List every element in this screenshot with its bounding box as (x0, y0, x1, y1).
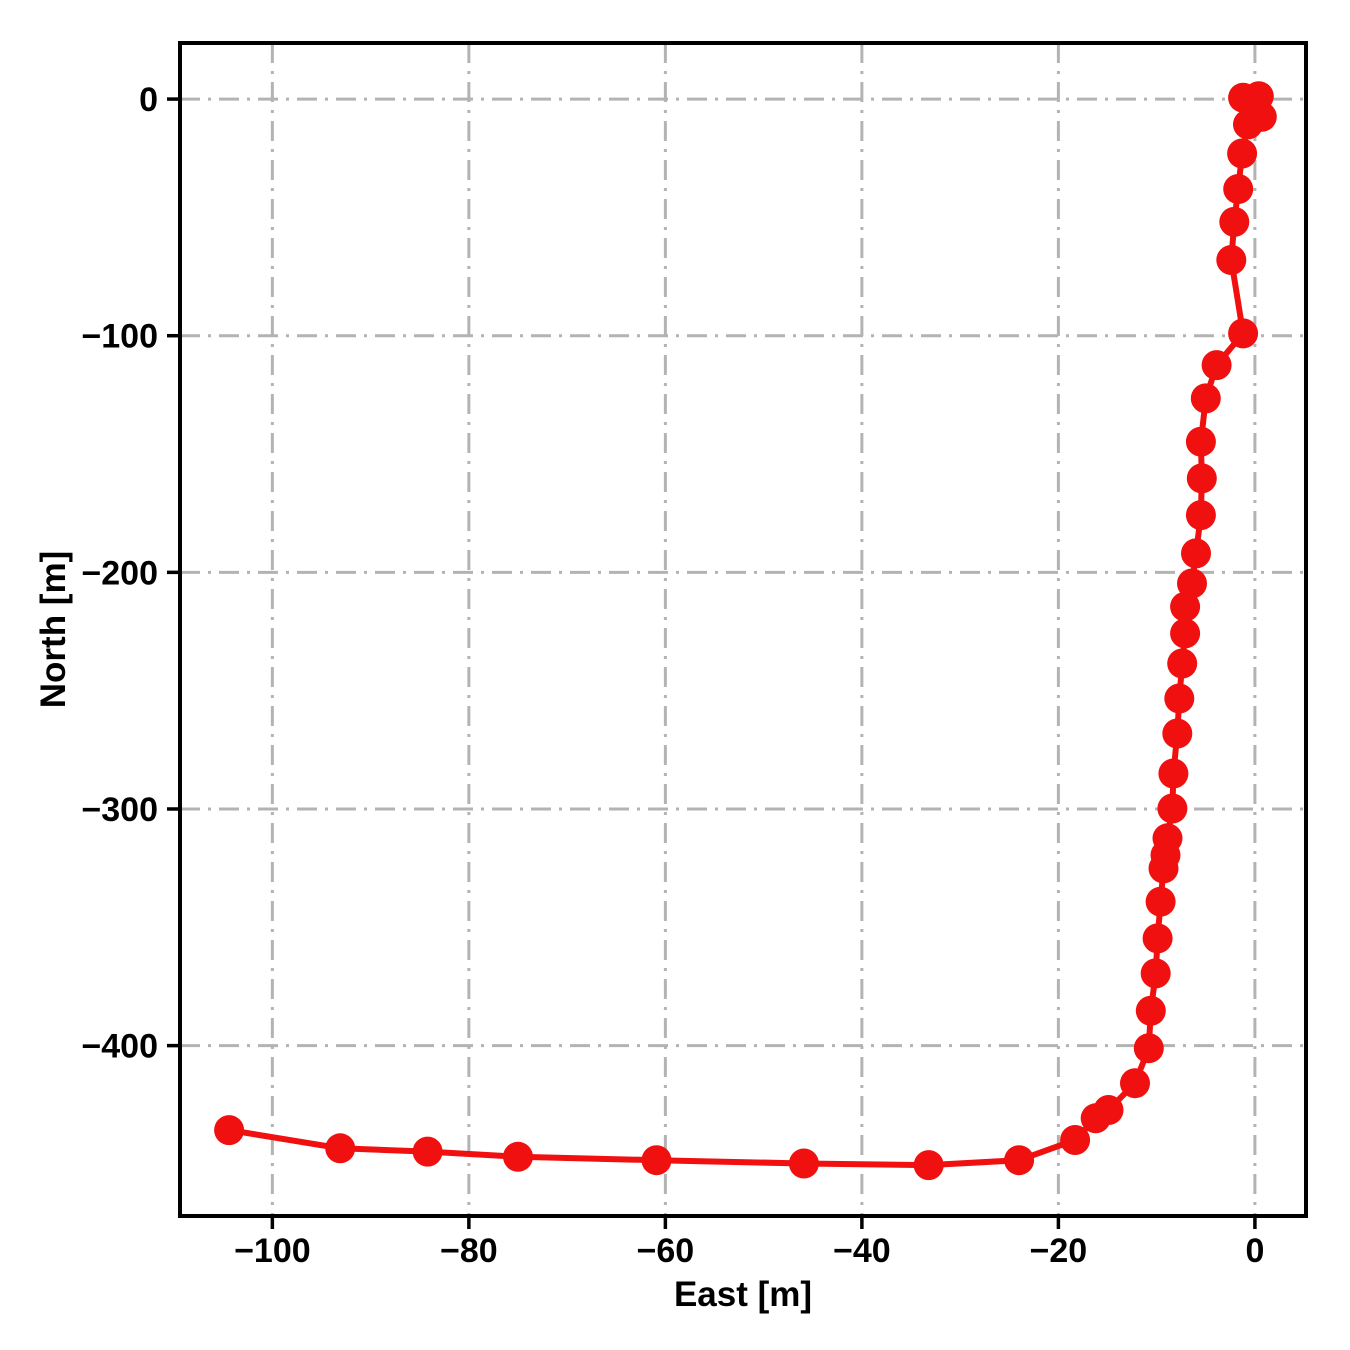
trajectory-point (1228, 82, 1259, 113)
trajectory-point (1185, 500, 1216, 531)
trajectory-point (1227, 138, 1258, 169)
trajectory-series (226, 93, 1265, 1169)
trajectory-point (1120, 1068, 1150, 1099)
trajectory-point (1158, 758, 1189, 789)
trajectory-points (214, 81, 1277, 1181)
trajectory-point (1164, 683, 1195, 714)
trajectory-point (1145, 886, 1176, 917)
y-axis-label: North [m] (34, 551, 73, 708)
trajectory-point (1140, 958, 1171, 989)
trajectory-point (1223, 174, 1254, 204)
y-tick-label: −300 (81, 791, 158, 829)
trajectory-point (1157, 793, 1188, 824)
y-tick-label: −100 (81, 318, 158, 356)
trajectory-point (1219, 206, 1250, 237)
x-tick-label: −40 (833, 1232, 891, 1270)
trajectory-point (1004, 1145, 1035, 1176)
trajectory-point (1080, 1103, 1111, 1134)
y-tick-label: 0 (139, 81, 158, 119)
x-tick-label: 0 (1245, 1232, 1264, 1270)
trajectory-point (1177, 568, 1207, 599)
trajectory-point (325, 1133, 356, 1164)
trajectory-point (503, 1141, 533, 1172)
trajectory-point (1142, 923, 1173, 954)
trajectory-point (1233, 109, 1263, 140)
trajectory-line (226, 93, 1265, 1169)
trajectory-point (1186, 463, 1217, 494)
y-tick-label: −400 (81, 1028, 158, 1066)
grid-lines (180, 43, 1306, 1216)
x-tick-label: −60 (637, 1232, 695, 1270)
trajectory-point (1228, 318, 1259, 349)
plot-border (178, 41, 1308, 1218)
trajectory-point (412, 1136, 443, 1167)
trajectory-point (788, 1148, 819, 1179)
trajectory-point (1162, 718, 1193, 749)
trajectory-point (1181, 538, 1211, 569)
x-tick-label: −100 (234, 1232, 311, 1270)
trajectory-point (1148, 853, 1179, 884)
axis-ticks (167, 97, 1257, 1229)
trajectory-point (913, 1150, 944, 1181)
trajectory-point (1170, 591, 1201, 622)
trajectory-point (1133, 1033, 1164, 1064)
trajectory-point (1185, 426, 1216, 457)
trajectory-point (1060, 1125, 1091, 1155)
trajectory-point (214, 1115, 245, 1146)
trajectory-point (1216, 245, 1247, 275)
axis-tick-labels: −100 −80 −60 −40 −20 00−100−200−300−400 (81, 81, 1264, 1270)
x-tick-label: −20 (1030, 1232, 1088, 1270)
trajectory-point (641, 1145, 672, 1176)
trajectory-point (1135, 995, 1166, 1026)
y-tick-label: −200 (81, 554, 158, 592)
trajectory-point (1201, 350, 1232, 381)
trajectory-point (1167, 648, 1198, 679)
x-tick-label: −80 (440, 1232, 498, 1270)
trajectory-point (1190, 383, 1221, 414)
trajectory-point (1170, 618, 1201, 649)
x-axis-label: East [m] (674, 1275, 812, 1314)
